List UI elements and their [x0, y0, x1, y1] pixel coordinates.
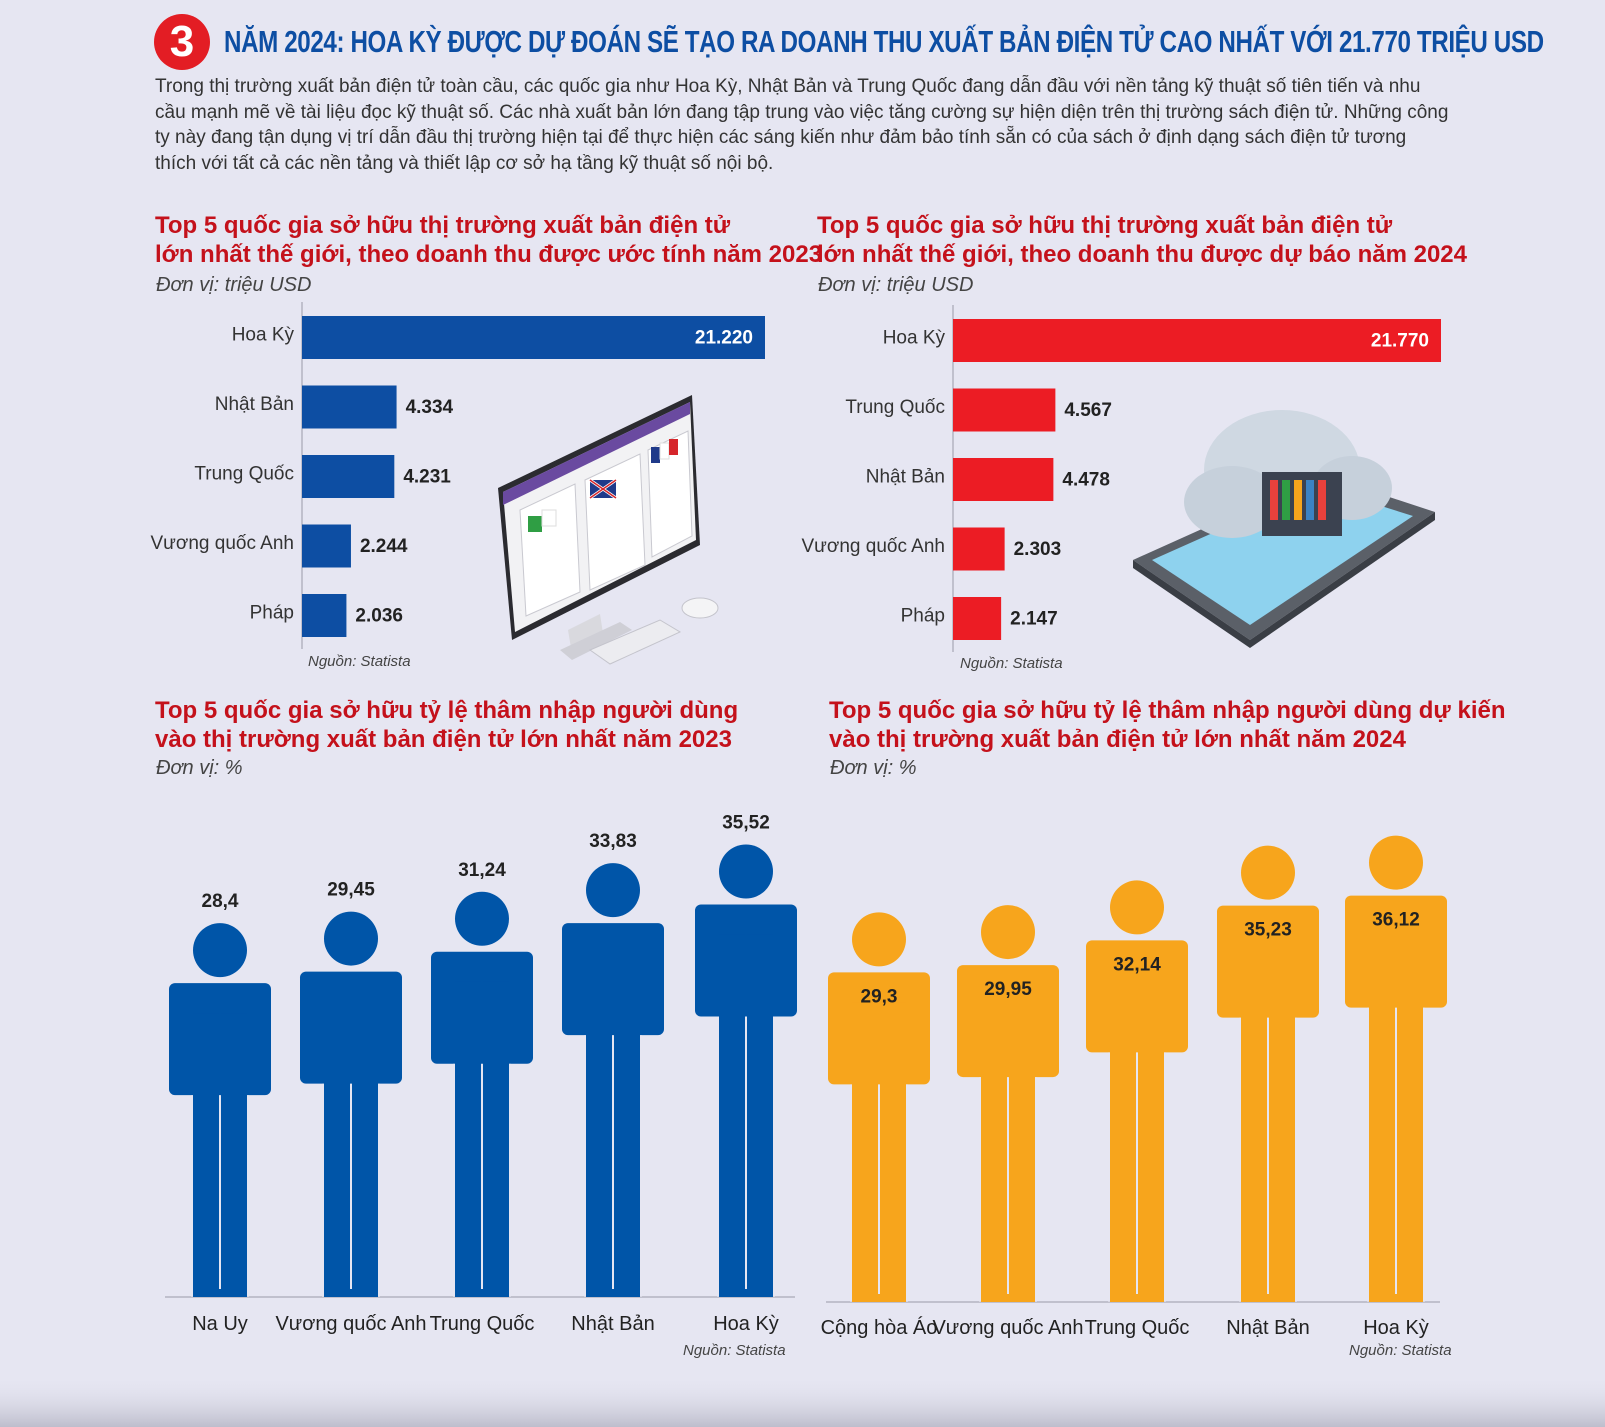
chart4-person-bar — [1086, 880, 1188, 1302]
chart1-bar — [302, 385, 397, 429]
chart1-title-line1: Top 5 quốc gia sở hữu thị trường xuất bả… — [155, 212, 731, 239]
chart3-title-line2: vào thị trường xuất bản điện tử lớn nhất… — [155, 726, 732, 753]
chart2-category-label: Pháp — [901, 606, 945, 627]
chart1-bar — [302, 594, 347, 637]
chart2-value-label: 4.478 — [1062, 470, 1110, 491]
chart2-title-line2: lớn nhất thế giới, theo doanh thu được d… — [817, 241, 1467, 268]
chart2-category-label: Hoa Kỳ — [883, 328, 946, 349]
chart2-bar — [953, 597, 1002, 640]
chart4-category-label: Nhật Bản — [1226, 1317, 1309, 1339]
chart1-value-label: 4.334 — [406, 397, 454, 418]
chart3-category-label: Trung Quốc — [430, 1313, 535, 1335]
chart1-value-label: 2.036 — [355, 606, 403, 627]
chart2-bar — [953, 319, 1441, 362]
chart4-source: Nguồn: Statista — [1349, 1342, 1452, 1359]
chart3-category-label: Nhật Bản — [571, 1313, 654, 1335]
chart2-value-label: 2.303 — [1014, 539, 1062, 560]
chart4-value-label: 36,12 — [1372, 910, 1420, 931]
chart4-person-bar — [1345, 835, 1447, 1302]
chart3-source: Nguồn: Statista — [683, 1342, 786, 1359]
chart1-title: Top 5 quốc gia sở hữu thị trường xuất bả… — [155, 211, 822, 269]
chart3-value-label: 33,83 — [589, 831, 637, 852]
chart1-revenue-2023: Hoa Kỳ 21.220 Nhật Bản 4.334 Trung Quốc 4.231… — [150, 302, 765, 649]
chart4-value-label: 29,3 — [861, 986, 898, 1007]
chart3-title-line1: Top 5 quốc gia sở hữu tỷ lệ thâm nhập ng… — [155, 697, 739, 724]
chart1-unit: Đơn vị: triệu USD — [156, 274, 312, 296]
chart1-value-label: 21.220 — [695, 328, 753, 349]
chart3-category-label: Na Uy — [192, 1313, 248, 1335]
chart4-title: Top 5 quốc gia sở hữu tỷ lệ thâm nhập ng… — [829, 696, 1506, 754]
chart1-bar — [302, 524, 351, 568]
chart2-bar — [953, 388, 1056, 432]
chart2-value-label: 2.147 — [1010, 609, 1058, 630]
chart3-person-bar — [695, 844, 797, 1297]
chart3-person-bar — [431, 891, 533, 1297]
chart3-value-label: 35,52 — [722, 813, 770, 834]
chart4-value-label: 35,23 — [1244, 920, 1292, 941]
intro-paragraph: Trong thị trường xuất bản điện tử toàn c… — [155, 76, 1449, 174]
chart4-title-line1: Top 5 quốc gia sở hữu tỷ lệ thâm nhập ng… — [829, 697, 1506, 724]
phone-cloud-illustration — [1133, 410, 1435, 648]
chart3-value-label: 29,45 — [327, 880, 375, 901]
chart2-source: Nguồn: Statista — [960, 655, 1063, 672]
chart2-category-label: Vương quốc Anh — [801, 536, 945, 557]
chart3-penetration-2023: 28,4 Na Uy 29,45 Vương quốc Anh 31,24 Trung Q… — [165, 813, 797, 1335]
chart4-person-bar — [957, 905, 1059, 1302]
chart1-value-label: 2.244 — [360, 536, 408, 557]
chart2-bar — [953, 527, 1005, 571]
chart4-person-bar — [828, 912, 930, 1302]
chart4-category-label: Cộng hòa Áo — [821, 1316, 938, 1339]
chart2-bar — [953, 458, 1054, 501]
header: 3 NĂM 2024: HOA KỲ ĐƯỢC DỰ ĐOÁN SẼ TẠO R… — [154, 14, 1605, 70]
chart1-category-label: Hoa Kỳ — [232, 325, 295, 346]
chart4-person-bar — [1217, 845, 1319, 1302]
chart1-category-label: Trung Quốc — [194, 464, 294, 485]
chart1-bar — [302, 316, 765, 359]
chart2-category-label: Nhật Bản — [866, 467, 945, 488]
chart2-category-label: Trung Quốc — [845, 397, 945, 418]
chart2-value-label: 4.567 — [1064, 400, 1112, 421]
chart4-penetration-2024: 29,3 Cộng hòa Áo 29,95 Vương quốc Anh 32,14 T… — [821, 835, 1447, 1339]
chart3-person-bar — [300, 911, 402, 1297]
chart1-value-label: 4.231 — [403, 467, 451, 488]
headline: NĂM 2024: HOA KỲ ĐƯỢC DỰ ĐOÁN SẼ TẠO RA … — [224, 24, 1544, 59]
chart1-title-line2: lớn nhất thế giới, theo doanh thu được ư… — [155, 241, 823, 268]
chart3-category-label: Vương quốc Anh — [275, 1313, 426, 1335]
bottom-shadow — [0, 1375, 1605, 1427]
chart4-category-label: Trung Quốc — [1085, 1317, 1190, 1339]
chart4-unit: Đơn vị: % — [830, 757, 917, 779]
chart2-value-label: 21.770 — [1371, 331, 1429, 352]
chart1-category-label: Vương quốc Anh — [150, 533, 294, 554]
chart3-value-label: 31,24 — [458, 860, 506, 881]
chart2-unit: Đơn vị: triệu USD — [818, 274, 974, 296]
chart4-category-label: Hoa Kỳ — [1363, 1317, 1429, 1339]
chart3-unit: Đơn vị: % — [156, 757, 243, 779]
chart4-value-label: 29,95 — [984, 979, 1032, 1000]
monitor-illustration — [498, 395, 719, 665]
section-number-badge: 3 — [154, 14, 210, 70]
chart2-revenue-2024: Hoa Kỳ 21.770 Trung Quốc 4.567 Nhật Bản 4.478… — [801, 305, 1441, 652]
chart1-source: Nguồn: Statista — [308, 653, 411, 670]
chart3-title: Top 5 quốc gia sở hữu tỷ lệ thâm nhập ng… — [155, 696, 738, 754]
chart2-title-line1: Top 5 quốc gia sở hữu thị trường xuất bả… — [817, 212, 1393, 239]
chart4-value-label: 32,14 — [1113, 954, 1161, 975]
chart2-title: Top 5 quốc gia sở hữu thị trường xuất bả… — [817, 211, 1467, 269]
chart4-title-line2: vào thị trường xuất bản điện tử lớn nhất… — [829, 726, 1406, 753]
chart1-bar — [302, 455, 395, 498]
chart3-category-label: Hoa Kỳ — [713, 1313, 779, 1335]
chart1-category-label: Nhật Bản — [215, 394, 294, 415]
chart1-category-label: Pháp — [250, 603, 294, 624]
chart4-category-label: Vương quốc Anh — [932, 1317, 1083, 1339]
chart3-person-bar — [562, 863, 664, 1297]
chart3-person-bar — [169, 923, 271, 1297]
chart3-value-label: 28,4 — [202, 891, 239, 912]
